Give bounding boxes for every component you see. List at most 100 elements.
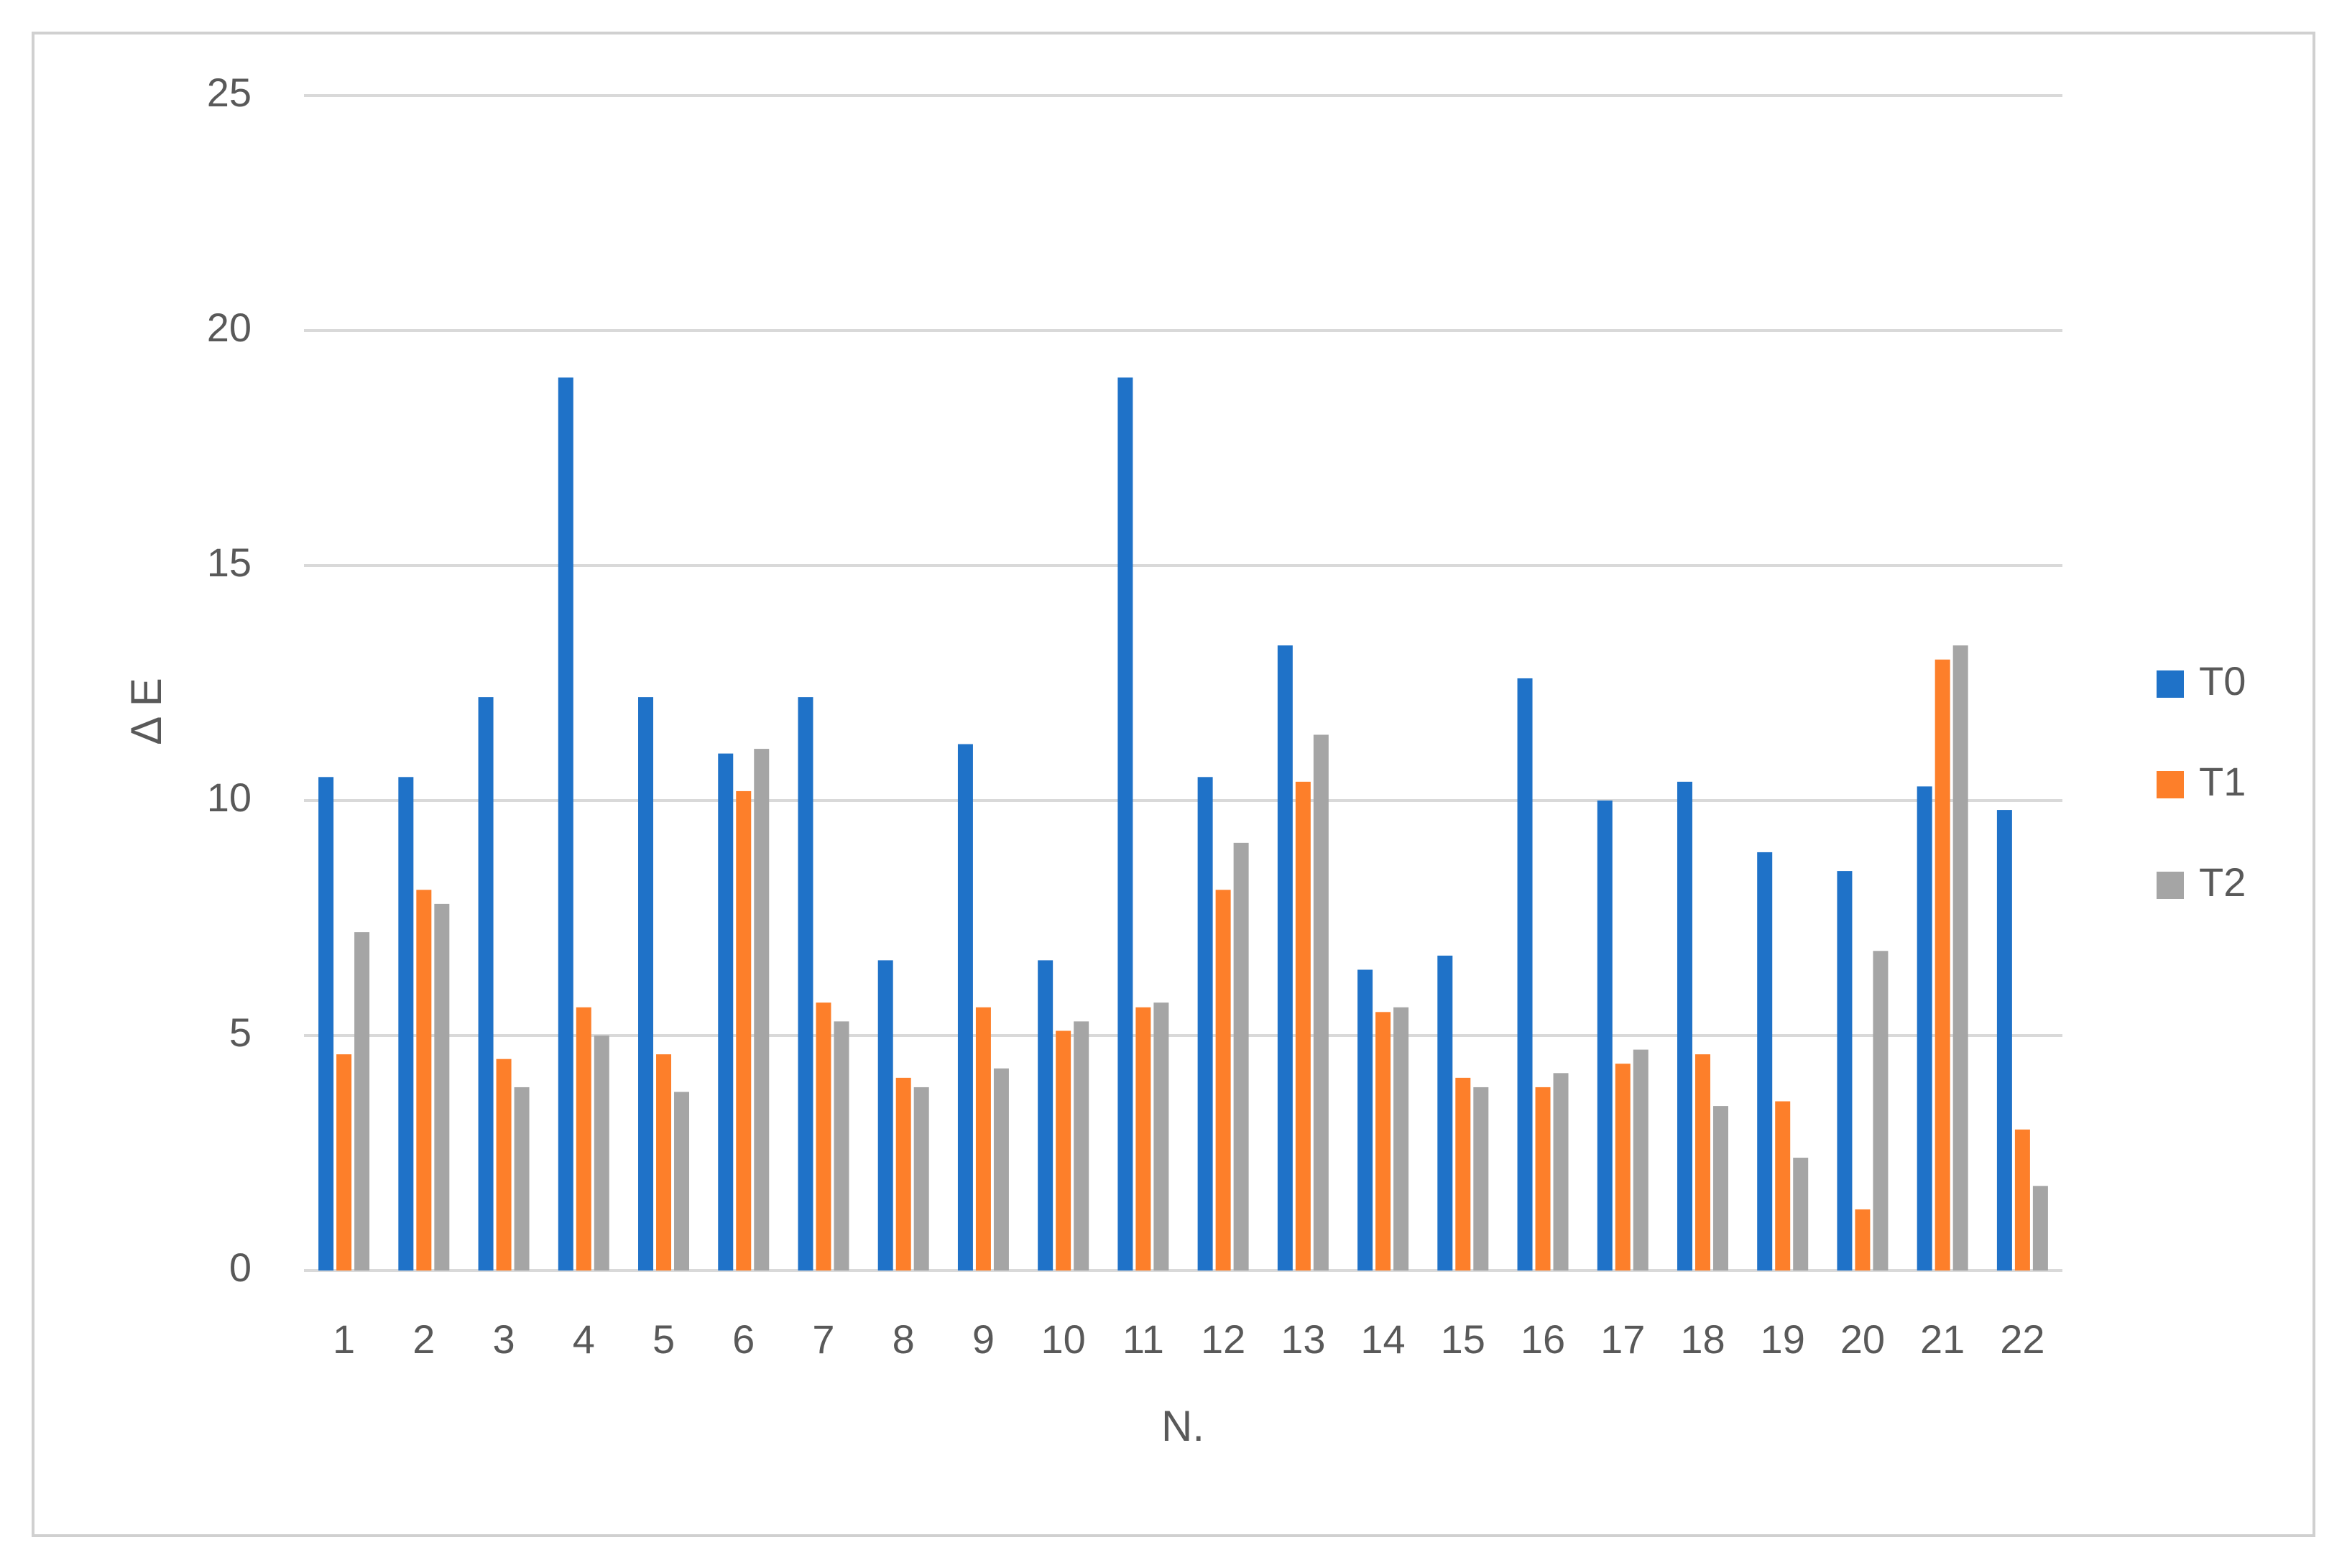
x-tick-label: 6	[732, 1316, 755, 1362]
bar	[1855, 1209, 1871, 1270]
bar	[1873, 951, 1889, 1270]
bar	[1473, 1087, 1489, 1270]
y-tick-label: 25	[207, 70, 252, 115]
bar	[1295, 781, 1311, 1270]
legend-label: T0	[2199, 658, 2246, 704]
x-tick-label: 16	[1521, 1316, 1565, 1362]
x-tick-label: 17	[1600, 1316, 1645, 1362]
x-tick-label: 10	[1041, 1316, 1086, 1362]
y-tick-label: 5	[229, 1010, 252, 1055]
x-tick-label: 11	[1122, 1316, 1164, 1362]
bar	[1535, 1087, 1551, 1270]
bar	[957, 744, 973, 1270]
bar	[1056, 1030, 1071, 1270]
bar	[558, 377, 573, 1270]
x-tick-label: 3	[492, 1316, 515, 1362]
x-tick-label: 2	[412, 1316, 435, 1362]
y-tick-label: 10	[207, 775, 252, 820]
bar	[1135, 1007, 1151, 1270]
chart-border	[32, 32, 2315, 1537]
bar	[1437, 955, 1453, 1270]
bar	[975, 1007, 991, 1270]
bar	[834, 1021, 849, 1270]
bar	[478, 697, 494, 1270]
legend-swatch	[2157, 670, 2184, 698]
bar	[1633, 1049, 1649, 1270]
legend-swatch	[2157, 771, 2184, 798]
bar	[1837, 871, 1853, 1270]
x-tick-label: 21	[1920, 1316, 1965, 1362]
bar	[1197, 777, 1213, 1270]
x-tick-label: 22	[2000, 1316, 2044, 1362]
bar	[1952, 645, 1968, 1270]
x-tick-label: 19	[1761, 1316, 1805, 1362]
bar	[895, 1077, 911, 1270]
legend-swatch	[2157, 872, 2184, 899]
bar	[318, 777, 334, 1270]
bar	[1517, 678, 1533, 1270]
bar	[1793, 1158, 1809, 1270]
bar	[718, 753, 734, 1270]
x-tick-label: 12	[1201, 1316, 1245, 1362]
x-tick-label: 8	[893, 1316, 915, 1362]
bar	[877, 960, 893, 1270]
bar	[638, 697, 654, 1270]
bar	[1153, 1002, 1169, 1270]
y-tick-label: 15	[207, 540, 252, 585]
bar	[514, 1087, 530, 1270]
bar	[736, 790, 752, 1270]
bar	[1038, 960, 1053, 1270]
x-tick-label: 4	[573, 1316, 595, 1362]
bar	[1553, 1073, 1569, 1270]
x-tick-label: 15	[1441, 1316, 1485, 1362]
bar	[1775, 1101, 1791, 1270]
bar	[1455, 1077, 1471, 1270]
bar	[1074, 1021, 1089, 1270]
bar	[496, 1059, 512, 1270]
bar	[1215, 890, 1231, 1270]
legend-label: T2	[2199, 859, 2246, 905]
bar	[1917, 786, 1932, 1270]
x-tick-label: 7	[812, 1316, 834, 1362]
x-tick-label: 9	[972, 1316, 995, 1362]
x-tick-label: 14	[1360, 1316, 1405, 1362]
bar	[434, 903, 450, 1270]
bar	[1233, 842, 1249, 1270]
bar	[416, 890, 432, 1270]
x-tick-label: 18	[1680, 1316, 1725, 1362]
x-tick-label: 20	[1840, 1316, 1885, 1362]
bar	[2032, 1186, 2048, 1270]
bar	[798, 697, 813, 1270]
bar	[1615, 1064, 1631, 1270]
bar	[656, 1054, 672, 1270]
bar	[594, 1036, 609, 1270]
x-tick-label: 5	[653, 1316, 675, 1362]
bar	[2014, 1129, 2030, 1270]
x-tick-label: 13	[1281, 1316, 1325, 1362]
bar	[1313, 734, 1329, 1270]
bar	[913, 1087, 929, 1270]
bar	[1757, 852, 1773, 1270]
y-tick-label: 0	[229, 1245, 252, 1290]
bar	[1996, 810, 2012, 1270]
y-axis-title: Δ E	[122, 678, 170, 744]
bar	[754, 749, 770, 1270]
bar	[993, 1068, 1009, 1270]
bar	[1677, 781, 1692, 1270]
bar	[1117, 377, 1133, 1270]
legend-label: T1	[2199, 759, 2246, 804]
y-tick-label: 20	[207, 305, 252, 350]
bar	[1393, 1007, 1409, 1270]
bar	[354, 932, 370, 1270]
bar	[1357, 969, 1373, 1270]
x-tick-label: 1	[333, 1316, 355, 1362]
bar	[336, 1054, 352, 1270]
bar	[398, 777, 414, 1270]
bar	[1597, 801, 1613, 1270]
bar	[1935, 659, 1950, 1270]
bar	[1277, 645, 1293, 1270]
bar	[1375, 1012, 1391, 1270]
bar	[674, 1092, 690, 1270]
